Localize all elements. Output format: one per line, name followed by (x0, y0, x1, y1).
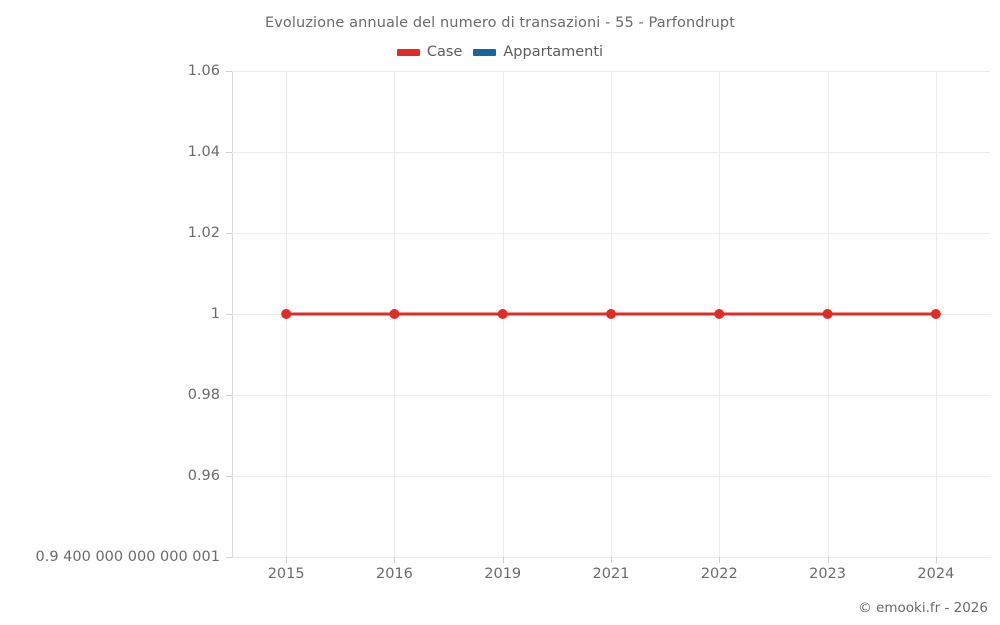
y-tick-mark (226, 71, 232, 72)
x-tick-mark (394, 557, 396, 563)
x-tick-label: 2021 (592, 566, 630, 582)
y-tick-label: 0.9 400 000 000 000 001 (35, 549, 221, 565)
y-tick-label: 0.98 (187, 387, 220, 403)
y-tick-mark (226, 557, 232, 558)
chart-title: Evoluzione annuale del numero di transaz… (264, 15, 735, 31)
y-tick-label: 1.06 (187, 63, 220, 79)
legend-entry-appartamenti[interactable]: Appartamenti (473, 44, 603, 60)
y-tick-mark (226, 152, 232, 153)
legend-swatch-case (396, 48, 420, 56)
x-tick-label: 2015 (267, 566, 305, 582)
x-tick-mark (827, 557, 829, 563)
data-point-marker[interactable] (389, 309, 400, 319)
x-tick-mark (502, 557, 504, 563)
data-point-marker[interactable] (930, 309, 941, 319)
legend-label-appartamenti: Appartamenti (503, 44, 604, 60)
legend-swatch-appartamenti (473, 48, 497, 56)
x-tick-label: 2023 (809, 566, 847, 582)
data-point-marker[interactable] (822, 309, 833, 319)
x-tick-label: 2016 (375, 566, 413, 582)
x-tick-label: 2019 (484, 566, 522, 582)
data-point-marker[interactable] (606, 309, 616, 319)
legend-entry-case[interactable]: Case (396, 44, 463, 60)
y-tick-label: 1.02 (187, 225, 220, 241)
data-point-marker[interactable] (497, 309, 508, 319)
legend-label-case: Case (426, 44, 463, 60)
chart-legend: Case Appartamenti (0, 44, 1000, 60)
y-tick-label: 0.96 (187, 468, 220, 484)
y-tick-mark (226, 395, 232, 396)
y-tick-mark (226, 233, 232, 234)
y-tick-mark (226, 314, 232, 315)
x-tick-mark (286, 557, 288, 563)
y-tick-label: 1.04 (187, 144, 220, 160)
x-tick-mark (611, 557, 612, 563)
y-tick-mark (226, 476, 232, 477)
footer-credit: © emooki.fr - 2026 (858, 600, 988, 616)
x-tick-mark (935, 557, 937, 563)
data-point-marker[interactable] (281, 309, 292, 319)
x-tick-label: 2022 (700, 566, 738, 582)
data-point-marker[interactable] (714, 309, 725, 319)
x-tick-mark (719, 557, 721, 563)
x-tick-label: 2024 (917, 566, 955, 582)
y-tick-label: 1 (210, 306, 220, 322)
